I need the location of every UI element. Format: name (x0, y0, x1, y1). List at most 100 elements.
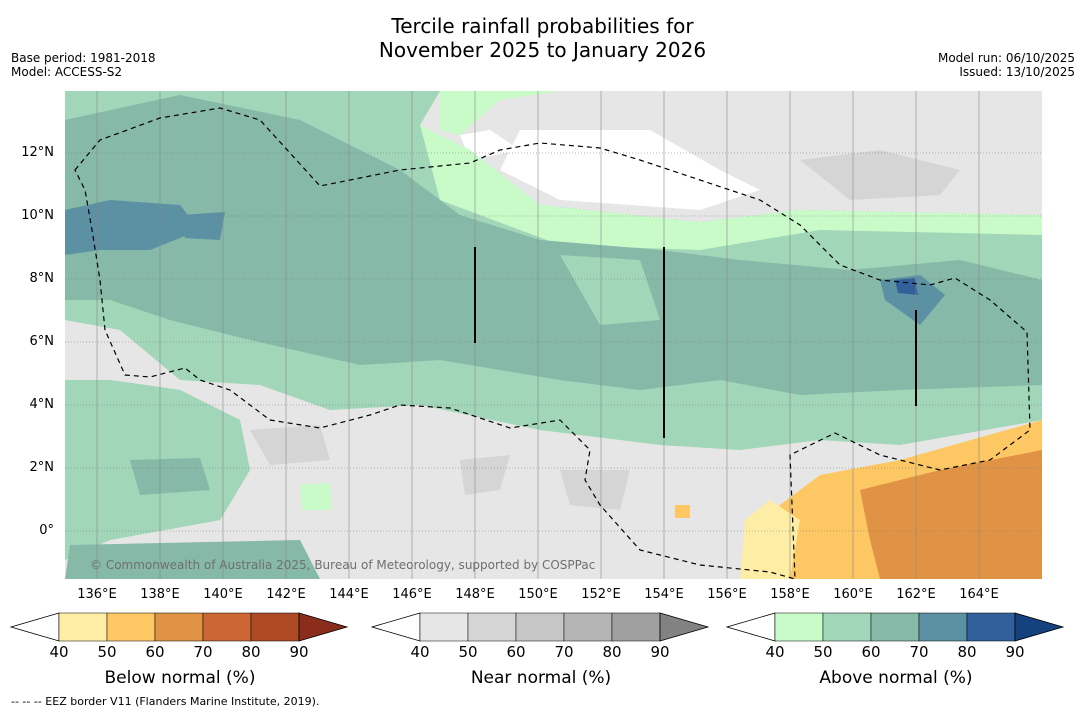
above-normal-80-east (880, 275, 945, 325)
colorbar-near-title: Near normal (%) (470, 668, 612, 688)
above-colorbar-cell (774, 612, 824, 642)
lon-label-164e: 164°E (959, 587, 999, 602)
colorbar-below-title: Below normal (%) (104, 668, 256, 688)
cb-above-tick: 50 (813, 643, 833, 661)
above-north-edge (440, 91, 560, 135)
colorbar-below-normal (9, 612, 349, 642)
above-colorbar-cell (966, 612, 1016, 642)
lon-label-144e: 144°E (329, 587, 369, 602)
run-info: Model run: 06/10/2025 Issued: 13/10/2025 (938, 51, 1075, 79)
above-normal-80-west (65, 200, 200, 255)
lat-label-2n: 2°N (29, 460, 55, 475)
below-colorbar-cell (154, 612, 204, 642)
issued-date: Issued: 13/10/2025 (959, 65, 1075, 79)
lon-label-140e: 140°E (203, 587, 243, 602)
above-colorbar-low-arrow (725, 612, 776, 642)
above-colorbar-cell (918, 612, 968, 642)
colorbar-near-normal (370, 612, 710, 642)
above-70-south-edge (65, 540, 320, 579)
model-run-date: Model run: 06/10/2025 (937, 51, 1075, 65)
map-fill (65, 91, 1042, 579)
near-colorbar-cell (467, 612, 517, 642)
above-normal-70-band (65, 95, 1042, 395)
cb-below-tick: 80 (241, 643, 261, 661)
above-patch-south (300, 483, 332, 510)
cb-above-tick: 40 (765, 643, 785, 661)
cb-near-tick: 70 (554, 643, 574, 661)
colorbar-above-title: Above normal (%) (819, 668, 973, 688)
above-normal-80-patch (180, 212, 225, 240)
base-period: Base period: 1981-2018 (11, 51, 156, 65)
near-colorbar-cell (419, 612, 469, 642)
below-colorbar-cell (202, 612, 252, 642)
below-colorbar-low-arrow (9, 612, 60, 642)
boundary-lines (474, 247, 917, 438)
lat-label-12n: 12°N (21, 145, 54, 160)
lon-label-156e: 156°E (707, 587, 747, 602)
eez-border (74, 107, 1031, 580)
lon-label-142e: 142°E (266, 587, 306, 602)
lon-label-148e: 148°E (455, 587, 495, 602)
near-colorbar-cell (611, 612, 661, 642)
near-50-patch-3 (560, 470, 630, 510)
cb-below-tick: 90 (289, 643, 309, 661)
lat-label-8n: 8°N (29, 271, 55, 286)
cb-above-tick: 70 (909, 643, 929, 661)
lon-label-152e: 152°E (581, 587, 621, 602)
lon-label-154e: 154°E (644, 587, 684, 602)
near-colorbar-high-arrow (659, 612, 710, 642)
above-70-southwest (130, 458, 210, 495)
title-line-2: November 2025 to January 2026 (378, 38, 707, 62)
lat-label-4n: 4°N (29, 397, 55, 412)
title-line-1: Tercile rainfall probabilities for (391, 14, 694, 38)
cb-below-tick: 40 (49, 643, 69, 661)
cb-below-tick: 50 (97, 643, 117, 661)
model-name: Model: ACCESS-S2 (11, 65, 123, 79)
near-50-patch-1 (250, 425, 330, 465)
near-normal-50-north (800, 150, 960, 200)
lon-label-160e: 160°E (833, 587, 873, 602)
grid-lines (65, 152, 1042, 532)
below-normal-patch (675, 505, 690, 518)
cb-above-tick: 80 (957, 643, 977, 661)
lat-label-0: 0° (39, 523, 54, 538)
eez-footnote: -- -- -- EEZ border V11 (Flanders Marine… (11, 695, 320, 708)
below-normal-70-area (860, 450, 1042, 579)
no-signal-north (500, 130, 760, 210)
lon-label-146e: 146°E (392, 587, 432, 602)
cb-near-tick: 40 (410, 643, 430, 661)
near-colorbar-low-arrow (370, 612, 421, 642)
cb-near-tick: 50 (458, 643, 478, 661)
below-colorbar-cell (250, 612, 300, 642)
above-normal-90-east (895, 278, 918, 295)
lon-label-162e: 162°E (896, 587, 936, 602)
near-colorbar-cell (515, 612, 565, 642)
below-colorbar-cell (106, 612, 156, 642)
below-colorbar-high-arrow (298, 612, 349, 642)
above-normal-60-patch (560, 255, 660, 325)
below-colorbar-cell (58, 612, 108, 642)
cb-near-tick: 80 (602, 643, 622, 661)
below-normal-50-area (740, 500, 800, 579)
above-colorbar-cell (870, 612, 920, 642)
cb-above-tick: 60 (861, 643, 881, 661)
lon-label-136e: 136°E (77, 587, 117, 602)
lon-label-158e: 158°E (770, 587, 810, 602)
near-colorbar-cell (563, 612, 613, 642)
lon-label-150e: 150°E (518, 587, 558, 602)
cb-near-tick: 90 (650, 643, 670, 661)
lat-label-10n: 10°N (21, 208, 54, 223)
model-info: Base period: 1981-2018 Model: ACCESS-S2 (11, 51, 156, 79)
above-colorbar-cell (822, 612, 872, 642)
cb-above-tick: 90 (1005, 643, 1025, 661)
near-50-patch-2 (460, 455, 510, 495)
lon-label-138e: 138°E (140, 587, 180, 602)
cb-near-tick: 60 (506, 643, 526, 661)
chart-title: Tercile rainfall probabilities for Novem… (0, 14, 1085, 62)
colorbar-above-normal (725, 612, 1065, 642)
lat-label-6n: 6°N (29, 334, 55, 349)
above-normal-band (420, 125, 1042, 250)
above-colorbar-high-arrow (1014, 612, 1065, 642)
